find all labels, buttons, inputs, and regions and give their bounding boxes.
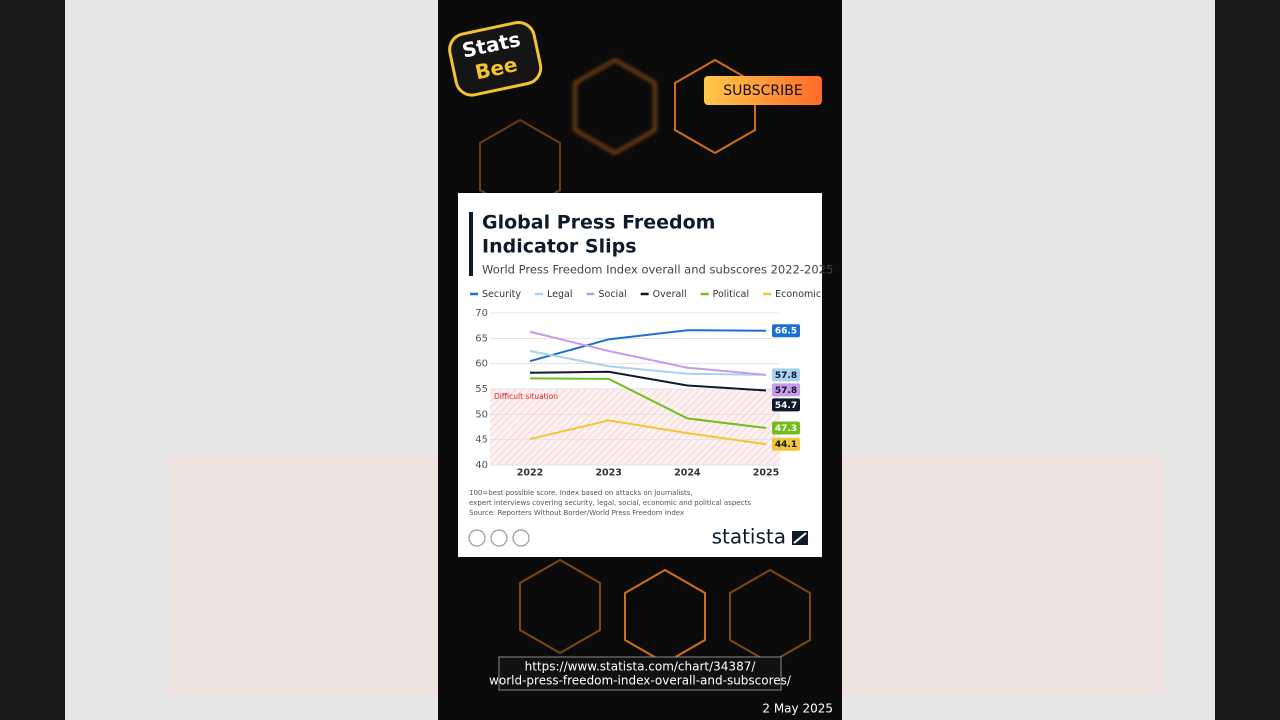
brand-icon — [790, 529, 810, 547]
logo-badge — [448, 20, 543, 97]
blurred-zone — [170, 455, 438, 695]
value-label: 57.8 — [775, 386, 797, 396]
series-line — [529, 419, 767, 446]
value-label: 57.8 — [775, 371, 797, 381]
legend-label: Political — [713, 289, 750, 300]
y-tick-label: 60 — [475, 359, 488, 370]
zone-label: Difficult situation — [494, 392, 558, 401]
value-badge — [772, 324, 800, 338]
x-tick-label: 2025 — [753, 468, 779, 479]
value-label: 54.7 — [775, 401, 797, 411]
chart-title: Indicator Slips — [482, 236, 637, 258]
y-tick-label: 50 — [475, 409, 488, 420]
y-tick-label: 40 — [475, 460, 488, 471]
subscribe-label[interactable]: SUBSCRIBE — [723, 83, 802, 99]
logo: Stats Bee — [448, 20, 543, 97]
legend-label: Legal — [547, 289, 572, 300]
difficult-zone — [490, 389, 780, 465]
y-tick-label: 45 — [475, 435, 488, 446]
blurred-zone — [842, 455, 1164, 695]
chart-title: Global Press Freedom — [482, 212, 715, 234]
legend-label: Social — [598, 289, 626, 300]
series-line — [529, 330, 767, 376]
date: 2 May 2025 — [762, 702, 833, 716]
title-bar — [469, 212, 473, 276]
value-label: 66.5 — [775, 327, 797, 337]
series-line — [529, 350, 767, 376]
url: https://www.statista.com/chart/34387/ — [525, 660, 757, 674]
x-tick-label: 2023 — [595, 468, 621, 479]
value-badge — [772, 383, 800, 397]
chart-subtitle: World Press Freedom Index overall and su… — [482, 263, 833, 277]
y-tick-label: 70 — [475, 308, 488, 319]
url-box — [498, 656, 782, 691]
y-tick-label: 55 — [475, 384, 488, 395]
note: expert interviews covering security, leg… — [469, 499, 751, 507]
brand: statista — [712, 525, 786, 549]
value-label: 47.3 — [775, 424, 797, 434]
y-tick-label: 65 — [475, 333, 488, 344]
value-badge — [772, 398, 800, 412]
legend-label: Economic — [775, 289, 821, 300]
value-badge — [772, 437, 800, 451]
series-line — [529, 377, 767, 430]
legend-label: Overall — [653, 289, 687, 300]
value-badge — [772, 368, 800, 382]
note: Source: Reporters Without Border/World P… — [469, 509, 684, 517]
value-label: 44.1 — [775, 440, 797, 450]
note: 100=best possible score. Index based on … — [469, 489, 693, 497]
series-line — [529, 370, 767, 392]
legend-label: Security — [482, 289, 521, 300]
x-tick-label: 2022 — [517, 468, 543, 479]
license-icons — [468, 529, 530, 547]
subscribe-button[interactable] — [704, 76, 822, 105]
x-tick-label: 2024 — [674, 468, 701, 479]
series-line — [529, 329, 767, 363]
url: world-press-freedom-index-overall-and-su… — [489, 674, 792, 688]
value-badge — [772, 421, 800, 435]
